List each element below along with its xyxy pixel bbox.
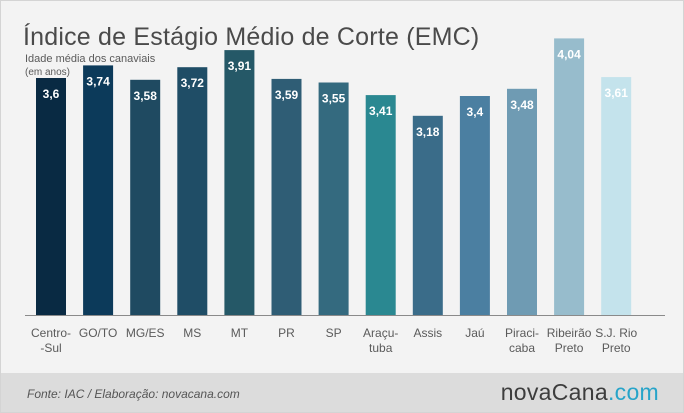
data-label: 3,91 bbox=[228, 59, 252, 73]
data-label: 3,74 bbox=[86, 74, 110, 88]
data-label: 4,04 bbox=[557, 47, 581, 61]
x-tick-label: Jaú bbox=[465, 326, 484, 340]
logo-part-cana: Cana bbox=[551, 379, 608, 405]
data-label: 3,61 bbox=[605, 86, 629, 100]
x-tick-label: Preto bbox=[602, 341, 631, 355]
chart-subtitle: Idade média dos canaviais bbox=[25, 53, 156, 65]
data-label: 3,6 bbox=[43, 87, 60, 101]
bar bbox=[601, 77, 632, 315]
bar-chart: 3,6 Centro--Sul 3,74 GO/TO 3,58 MG/ES 3,72 MS 3,… bbox=[25, 38, 665, 355]
novacana-logo: novaCana.com bbox=[501, 379, 659, 406]
data-label: 3,48 bbox=[510, 98, 534, 112]
x-tick-label: Centro- bbox=[31, 326, 71, 340]
data-label: 3,41 bbox=[369, 104, 393, 118]
logo-part-nova: nova bbox=[500, 379, 552, 405]
x-tick-label: MG/ES bbox=[126, 326, 165, 340]
x-tick-label: Preto bbox=[555, 341, 584, 355]
x-tick-label: tuba bbox=[369, 341, 393, 355]
x-tick-label: caba bbox=[509, 341, 535, 355]
data-label: 3,55 bbox=[322, 92, 346, 106]
bar bbox=[177, 67, 208, 315]
x-tick-label: MT bbox=[231, 326, 249, 340]
bar bbox=[224, 50, 255, 315]
x-tick-label: MS bbox=[183, 326, 201, 340]
data-label: 3,72 bbox=[181, 76, 205, 90]
bar bbox=[365, 95, 396, 315]
data-label: 3,58 bbox=[134, 89, 158, 103]
x-tick-label: -Sul bbox=[40, 341, 61, 355]
data-label: 3,4 bbox=[467, 105, 484, 119]
unit-label: (em anos) bbox=[25, 67, 71, 78]
x-tick-label: S.J. Rio bbox=[595, 326, 637, 340]
footer-bar: Fonte: IAC / Elaboração: novacana.com no… bbox=[1, 373, 683, 412]
bar bbox=[271, 78, 302, 316]
logo-part-com: .com bbox=[607, 379, 659, 405]
x-tick-label: SP bbox=[326, 326, 342, 340]
bar bbox=[318, 82, 349, 315]
bar bbox=[507, 88, 537, 315]
bar bbox=[459, 96, 490, 315]
x-tick-label: PR bbox=[278, 326, 295, 340]
bar bbox=[130, 79, 161, 315]
source-note: Fonte: IAC / Elaboração: novacana.com bbox=[27, 387, 240, 401]
data-label: 3,18 bbox=[416, 125, 440, 139]
bar bbox=[36, 78, 66, 315]
x-tick-label: Ribeirão bbox=[547, 326, 592, 340]
chart-title: Índice de Estágio Médio de Corte (EMC) bbox=[23, 23, 480, 51]
bar bbox=[83, 65, 114, 316]
x-tick-label: Assis bbox=[413, 326, 442, 340]
bar bbox=[412, 115, 443, 315]
data-label: 3,59 bbox=[275, 88, 299, 102]
x-tick-label: Piraci- bbox=[505, 326, 539, 340]
x-tick-label: GO/TO bbox=[79, 326, 117, 340]
bar bbox=[554, 38, 585, 316]
x-tick-label: Araçu- bbox=[363, 326, 398, 340]
